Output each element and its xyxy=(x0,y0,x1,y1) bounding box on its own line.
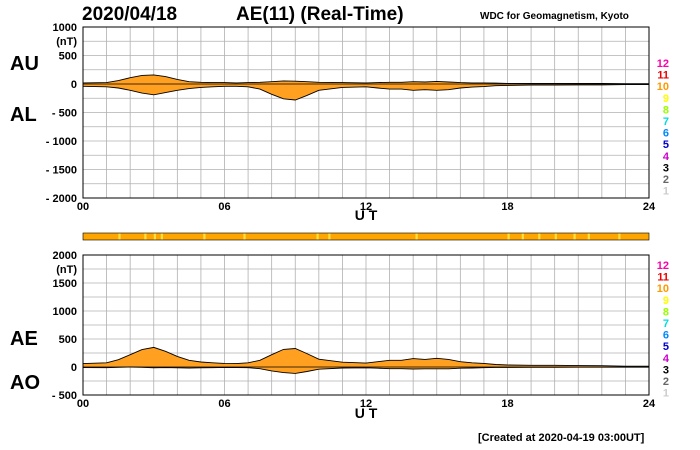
y-tick-label: 1000 xyxy=(53,22,77,34)
station-count-bar-tick xyxy=(153,233,156,240)
station-count-bar-tick xyxy=(618,233,621,240)
series-line-au xyxy=(82,74,649,85)
station-count-bar-tick xyxy=(538,233,541,240)
station-count-bar-tick xyxy=(328,233,331,240)
x-tick-label: 24 xyxy=(643,201,656,213)
station-count-bar-tick xyxy=(415,233,418,240)
y-tick-label: 2000 xyxy=(53,250,77,262)
station-legend-entry: 2 xyxy=(663,174,669,186)
y-tick-label: 0 xyxy=(71,79,77,91)
x-tick-label: 00 xyxy=(77,201,89,213)
station-count-bar-tick xyxy=(203,233,206,240)
station-legend-entry: 7 xyxy=(663,116,669,128)
station-legend-entry: 9 xyxy=(663,93,669,105)
x-tick-label: 00 xyxy=(77,398,89,410)
station-count-bar-tick xyxy=(243,233,246,240)
station-count-bar xyxy=(82,232,650,241)
station-count-bar-tick xyxy=(554,233,557,240)
station-count-bar-tick xyxy=(587,233,590,240)
y-tick-label: - 500 xyxy=(52,108,77,120)
chart-title: AE(11) (Real-Time) xyxy=(236,4,404,25)
x-tick-label: 06 xyxy=(218,201,230,213)
y-tick-label: 1000 xyxy=(53,306,77,318)
created-timestamp: [Created at 2020-04-19 03:00UT] xyxy=(478,432,645,444)
station-legend-entry: 7 xyxy=(663,318,669,330)
station-legend-entry: 12 xyxy=(657,58,669,70)
y-tick-label: - 1500 xyxy=(46,165,77,177)
series-line-ae xyxy=(82,346,649,367)
y-tick-label: 500 xyxy=(59,51,77,63)
y-tick-label: 0 xyxy=(71,362,77,374)
station-legend-entry: 6 xyxy=(663,128,669,140)
station-count-bar-tick xyxy=(521,233,524,240)
x-tick-label: 18 xyxy=(501,201,513,213)
x-tick-label: 12 xyxy=(360,201,372,213)
plot-frame xyxy=(82,254,650,396)
date-label: 2020/04/18 xyxy=(82,4,178,25)
x-tick-label: 24 xyxy=(643,398,656,410)
al-label: AL xyxy=(10,104,37,126)
y-unit-label: (nT) xyxy=(56,264,77,276)
station-legend-entry: 5 xyxy=(663,139,669,151)
organization-label: WDC for Geomagnetism, Kyoto xyxy=(480,11,629,22)
y-tick-label: - 1000 xyxy=(46,136,77,148)
station-legend-entry: 8 xyxy=(663,306,669,318)
station-legend-entry: 4 xyxy=(663,151,670,163)
ae-label: AE xyxy=(10,328,38,350)
station-legend-entry: 11 xyxy=(657,70,669,82)
ao-label: AO xyxy=(10,372,40,394)
station-count-bar-tick xyxy=(144,233,147,240)
station-legend-entry: 3 xyxy=(663,364,669,376)
station-legend-entry: 5 xyxy=(663,341,669,353)
station-legend-entry: 12 xyxy=(657,260,669,272)
x-tick-label: 18 xyxy=(501,398,513,410)
x-axis-label: U T xyxy=(355,405,378,421)
plot-frame xyxy=(82,26,650,199)
station-legend-entry: 8 xyxy=(663,104,669,116)
y-tick-label: - 500 xyxy=(52,390,77,402)
station-count-bar-tick xyxy=(573,233,576,240)
series-line-al xyxy=(82,84,649,101)
station-legend-entry: 10 xyxy=(657,283,669,295)
y-tick-label: 1500 xyxy=(53,278,77,290)
y-unit-label: (nT) xyxy=(56,36,77,48)
station-legend-entry: 9 xyxy=(663,295,669,307)
station-legend-entry: 4 xyxy=(663,353,670,365)
station-legend-entry: 1 xyxy=(663,388,669,400)
station-count-bar-tick xyxy=(316,233,319,240)
station-count-bar-tick xyxy=(160,233,163,240)
y-tick-label: 500 xyxy=(59,334,77,346)
x-tick-label: 12 xyxy=(360,398,372,410)
y-tick-label: - 2000 xyxy=(46,193,77,205)
x-tick-label: 06 xyxy=(218,398,230,410)
station-count-bar-tick xyxy=(118,233,121,240)
station-legend-entry: 1 xyxy=(663,186,669,198)
station-count-bar-tick xyxy=(507,233,510,240)
au-label: AU xyxy=(10,53,39,75)
station-legend-entry: 3 xyxy=(663,162,669,174)
station-legend-entry: 6 xyxy=(663,330,669,342)
x-axis-label: U T xyxy=(355,207,378,223)
station-legend-entry: 11 xyxy=(657,272,669,284)
station-legend-entry: 10 xyxy=(657,81,669,93)
station-legend-entry: 2 xyxy=(663,376,669,388)
